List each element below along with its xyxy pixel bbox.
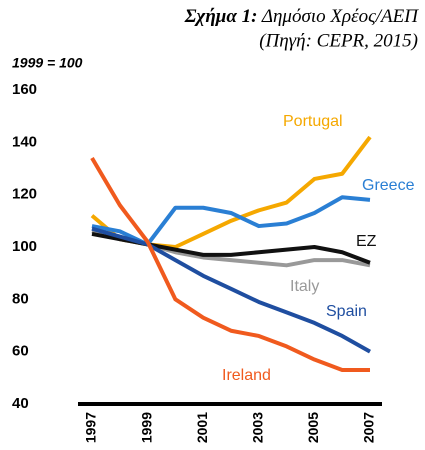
x-tick-label: 2007 <box>361 412 377 443</box>
x-tick-label: 1999 <box>138 412 154 443</box>
y-axis-label: 1999 = 100 <box>12 55 83 71</box>
y-tick-label: 120 <box>12 186 37 203</box>
x-tick-label: 2005 <box>305 412 321 443</box>
series-label: Greece <box>362 177 415 194</box>
chart-subtitle: (Πηγή: CEPR, 2015) <box>259 30 418 51</box>
series-line <box>91 226 371 354</box>
series-label: Spain <box>326 303 367 320</box>
series-label: EZ <box>356 233 377 250</box>
x-tick-label: 2003 <box>250 412 266 443</box>
y-tick-label: 60 <box>12 343 29 360</box>
series-label: Portugal <box>283 113 343 130</box>
title-text: Δημόσιο Χρέος/ΑΕΠ <box>261 6 419 27</box>
series-line <box>90 135 372 249</box>
x-tick-label: 1997 <box>83 412 99 443</box>
y-tick-label: 100 <box>12 238 37 255</box>
title-label: Σχήμα 1: <box>184 6 258 27</box>
series-label: Italy <box>290 278 319 295</box>
y-tick-label: 40 <box>12 395 29 412</box>
y-tick-label: 140 <box>12 133 37 150</box>
x-tick-label: 2001 <box>194 412 210 443</box>
series-line <box>90 157 370 372</box>
y-tick-label: 160 <box>12 81 37 98</box>
y-tick-label: 80 <box>12 290 29 307</box>
chart-title: Σχήμα 1: Δημόσιο Χρέος/ΑΕΠ <box>184 6 420 27</box>
series-label: Ireland <box>222 367 271 384</box>
